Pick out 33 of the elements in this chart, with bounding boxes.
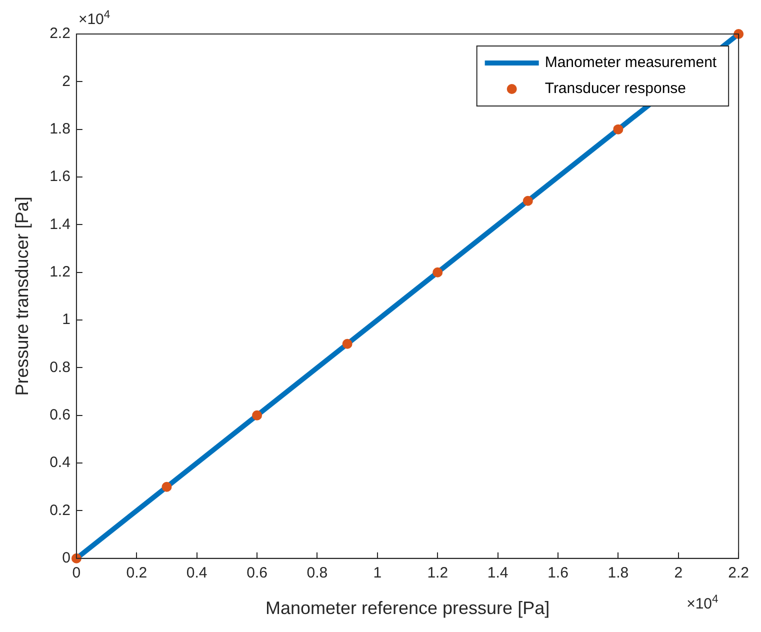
x-tick-label: 1.2 (427, 564, 448, 582)
y-tick-label: 1.2 (50, 264, 70, 281)
y-tick-label: 1 (62, 311, 70, 328)
x-tick-label: 2 (674, 564, 683, 582)
x-tick-label: 1.8 (608, 564, 629, 582)
x-axis-title: Manometer reference pressure [Pa] (265, 598, 550, 618)
y-tick-label: 0.6 (50, 406, 70, 424)
point (162, 482, 172, 492)
legend-label: Transducer response (544, 80, 686, 98)
point (522, 196, 533, 206)
point (252, 410, 262, 420)
y-tick-label: 2.2 (50, 25, 70, 42)
point (342, 338, 352, 349)
point (613, 124, 624, 134)
y-tick-label: 0.2 (50, 502, 70, 519)
x-tick-label: 1.4 (487, 564, 508, 582)
y-tick-label: 0.4 (50, 454, 70, 472)
y-tick-label: 1.8 (50, 120, 70, 138)
y-tick-label: 1.6 (50, 168, 70, 186)
x-tick-label: 0.8 (306, 564, 328, 582)
y-tick-label: 1.4 (50, 216, 70, 233)
x-tick-label: 0.6 (246, 564, 268, 582)
y-tick-label: 0.8 (50, 358, 70, 376)
x-tick-label: 1.6 (548, 564, 568, 582)
x-tick-label: 0.4 (186, 564, 208, 582)
legend-label: Manometer measurement (544, 54, 718, 72)
y-tick-label: 2 (62, 72, 70, 90)
point (432, 267, 443, 278)
y-axis-title: Pressure transducer [Pa] (12, 196, 32, 396)
x-tick-label: 2.2 (728, 564, 750, 582)
x-tick-label: 0.2 (126, 564, 148, 582)
x-tick-label: 1 (373, 564, 382, 582)
y-tick-label: 0 (62, 550, 70, 567)
